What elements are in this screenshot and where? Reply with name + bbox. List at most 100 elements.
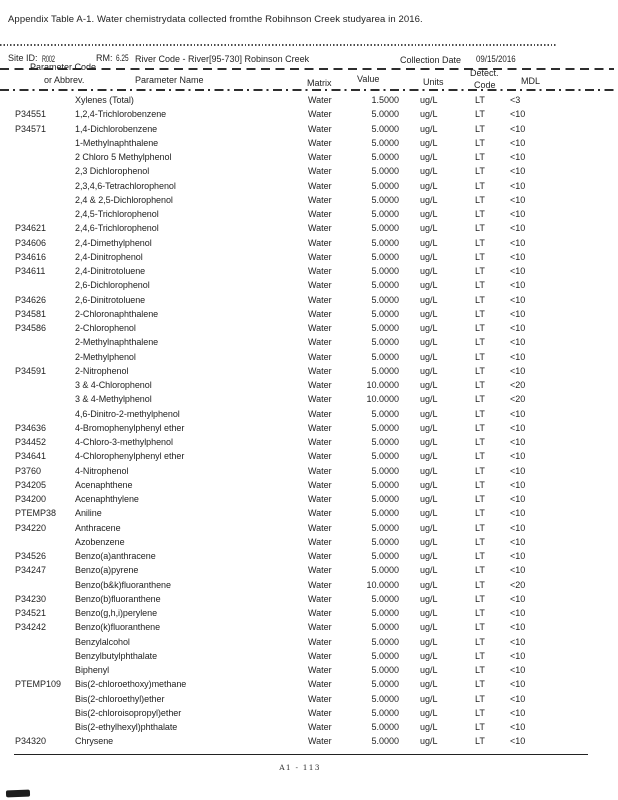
table-row: 3 & 4-Chlorophenol Water 10.0000 ug/L LT <20 [15, 378, 555, 392]
mdl-cell: <10 [510, 494, 526, 504]
table-row: 2,4,5-Trichlorophenol Water 5.0000 ug/L LT <1… [15, 207, 555, 221]
matrix-cell: Water [308, 508, 332, 519]
units-cell: ug/L [420, 722, 438, 732]
value-cell: 5.0000 [371, 437, 399, 447]
mdl-cell: <10 [510, 308, 526, 319]
table-row: P34626 2,6-Dinitrotoluene Water 5.0000 ug/L L… [15, 293, 555, 307]
mdl-cell: <3 [510, 95, 521, 105]
units-cell: ug/L [420, 237, 438, 248]
matrix-cell: Water [308, 665, 332, 675]
param-name-cell: 4,6-Dinitro-2-methylphenol [75, 408, 180, 419]
table-row: Benzylalcohol Water 5.0000 ug/L LT <10 [15, 635, 555, 649]
detect-code-cell: LT [475, 565, 485, 576]
mdl-cell: <10 [510, 707, 526, 718]
param-code-cell: P34616 [15, 251, 47, 262]
table-row: PTEMP109 Bis(2-chloroethoxy)methane Water 5… [15, 677, 555, 691]
mdl-cell: <10 [510, 209, 526, 219]
dotted-divider [0, 44, 557, 46]
units-cell: ug/L [420, 551, 438, 561]
detect-code-cell: LT [475, 665, 485, 675]
value-cell: 5.0000 [371, 679, 399, 690]
detect-code-cell: LT [475, 465, 485, 476]
site-id-label: Site ID: [8, 53, 38, 63]
param-code-cell: P34571 [15, 123, 47, 134]
param-name-cell: 4-Chloro-3-methylphenol [75, 437, 173, 447]
mdl-cell: <10 [510, 351, 526, 362]
table-title: Appendix Table A-1. Water chemistrydata … [8, 14, 423, 25]
value-cell: 5.0000 [371, 251, 399, 262]
units-cell: ug/L [420, 109, 438, 120]
param-name-cell: 3 & 4-Methylphenol [75, 394, 152, 405]
param-name-cell: 2-Nitrophenol [75, 365, 129, 376]
units-cell: ug/L [420, 707, 438, 718]
units-cell: ug/L [420, 536, 438, 547]
value-cell: 10.0000 [366, 394, 399, 405]
detect-code-cell: LT [475, 109, 485, 120]
matrix-cell: Water [308, 137, 332, 148]
table-row: P34606 2,4-Dimethylphenol Water 5.0000 ug/L L… [15, 236, 555, 250]
value-cell: 5.0000 [371, 223, 399, 234]
param-code-cell [15, 207, 75, 221]
param-code-cell: P34200 [15, 494, 47, 504]
param-name-cell: 2-Methylnaphthalene [75, 337, 159, 348]
detect-code-cell: LT [475, 152, 485, 162]
table-row: P34452 4-Chloro-3-methylphenol Water 5.0000… [15, 435, 555, 449]
units-cell: ug/L [420, 194, 438, 205]
param-name-cell: 2-Chlorophenol [75, 323, 136, 333]
param-name-cell: 3 & 4-Chlorophenol [75, 380, 152, 390]
detect-code-cell: LT [475, 408, 485, 419]
value-cell: 5.0000 [371, 593, 399, 604]
table-row: 2,6-Dichlorophenol Water 5.0000 ug/L LT <10 [15, 278, 555, 292]
mdl-cell: <10 [510, 422, 526, 433]
param-code-cell: P34606 [15, 237, 47, 248]
value-cell: 5.0000 [371, 508, 399, 519]
units-cell: ug/L [420, 593, 438, 604]
table-row: P34611 2,4-Dinitrotoluene Water 5.0000 ug/L L… [15, 264, 555, 278]
matrix-cell: Water [308, 579, 332, 590]
param-name-cell: Bis(2-ethylhexyl)phthalate [75, 722, 178, 732]
table-row: P34616 2,4-Dinitrophenol Water 5.0000 ug/L LT… [15, 250, 555, 264]
param-code-cell [15, 407, 75, 421]
mdl-cell: <10 [510, 323, 526, 333]
value-cell: 5.0000 [371, 608, 399, 618]
mdl-cell: <10 [510, 465, 526, 476]
value-cell: 5.0000 [371, 665, 399, 675]
param-name-cell: 2 Chloro 5 Methylphenol [75, 152, 172, 162]
matrix-cell: Water [308, 351, 332, 362]
mdl-cell: <10 [510, 251, 526, 262]
value-cell: 5.0000 [371, 323, 399, 333]
value-cell: 5.0000 [371, 408, 399, 419]
detect-code-cell: LT [475, 593, 485, 604]
matrix-cell: Water [308, 693, 332, 704]
table-row: P34200 Acenaphthylene Water 5.0000 ug/L LT <10 [15, 492, 555, 506]
matrix-cell: Water [308, 152, 332, 162]
param-name-cell: 1-Methylnaphthalene [75, 137, 159, 148]
param-code-cell: P34452 [15, 437, 47, 447]
units-cell: ug/L [420, 451, 438, 462]
col-header-units: Units [423, 77, 444, 87]
units-cell: ug/L [420, 137, 438, 148]
param-name-cell: 2,6-Dichlorophenol [75, 280, 150, 291]
value-cell: 5.0000 [371, 650, 399, 661]
detect-code-cell: LT [475, 166, 485, 177]
detect-code-cell: LT [475, 194, 485, 205]
mdl-cell: <10 [510, 622, 526, 633]
mdl-cell: <10 [510, 479, 526, 490]
param-name-cell: Bis(2-chloroisopropyl)ether [75, 707, 182, 718]
mdl-cell: <10 [510, 679, 526, 690]
param-name-cell: 1,4-Dichlorobenzene [75, 123, 158, 134]
col-header-matrix: Matrix [307, 78, 332, 88]
units-cell: ug/L [420, 437, 438, 447]
col-header-parameter-name: Parameter Name [135, 75, 204, 85]
mdl-cell: <10 [510, 266, 526, 276]
matrix-cell: Water [308, 494, 332, 504]
table-row: 2,3,4,6-Tetrachlorophenol Water 5.0000 ug/L… [15, 179, 555, 193]
detect-code-cell: LT [475, 650, 485, 661]
param-name-cell: Benzylalcohol [75, 636, 130, 647]
collection-date-label: Collection Date [400, 55, 462, 65]
value-cell: 5.0000 [371, 266, 399, 276]
units-cell: ug/L [420, 494, 438, 504]
units-cell: ug/L [420, 166, 438, 177]
mdl-cell: <20 [510, 579, 526, 590]
